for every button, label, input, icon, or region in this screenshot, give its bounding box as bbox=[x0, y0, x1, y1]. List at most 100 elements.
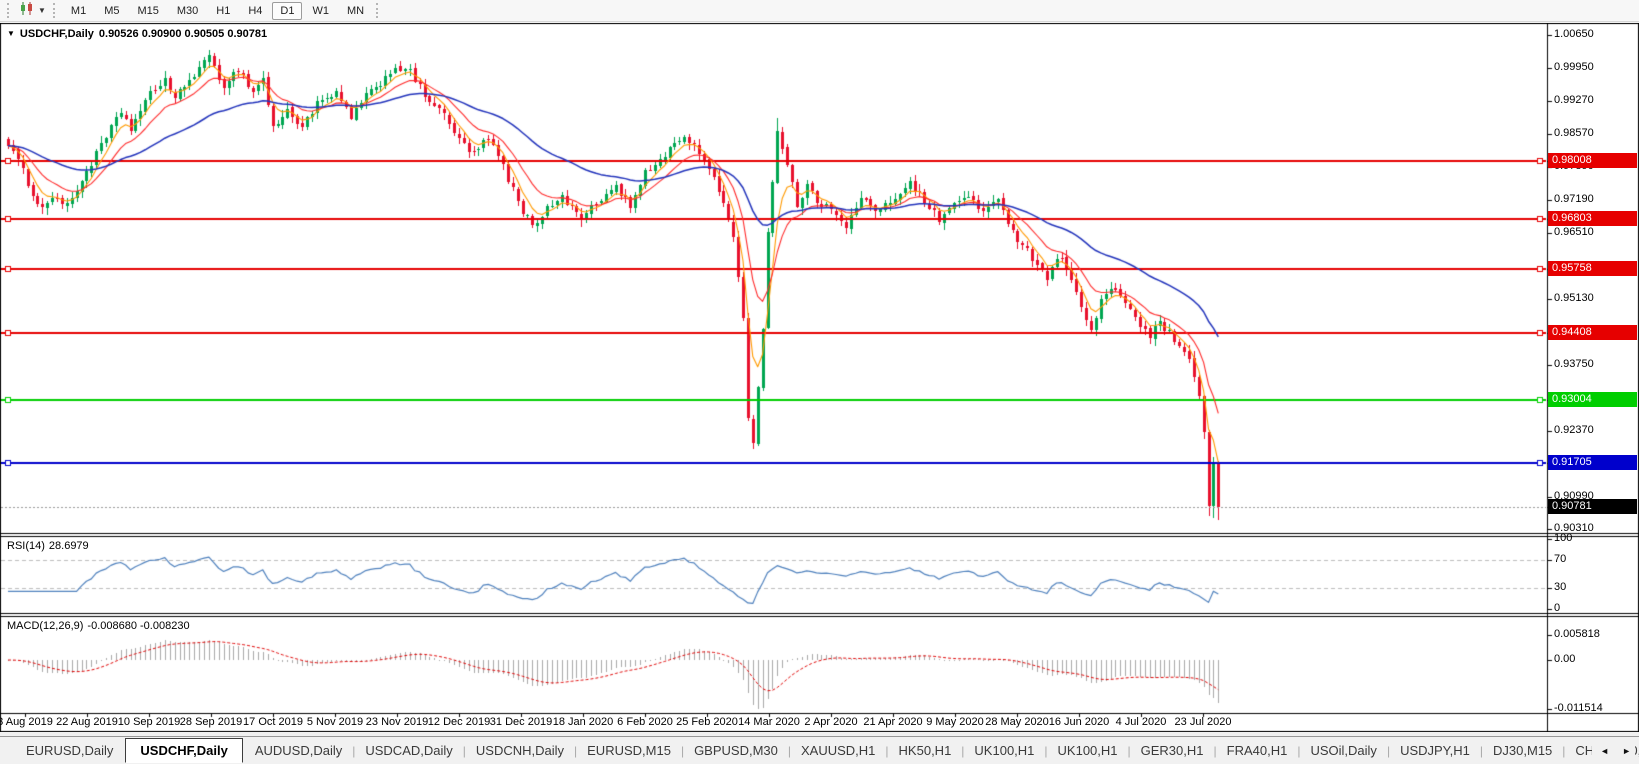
chart-tab-uk100-h1[interactable]: UK100,H1 bbox=[974, 743, 1035, 758]
chevron-down-icon: ▼ bbox=[38, 5, 46, 15]
price-axis-tick-label: 0.99270 bbox=[1554, 94, 1594, 106]
timeframe-button-h4[interactable]: H4 bbox=[248, 4, 263, 17]
tab-separator: | bbox=[1297, 743, 1301, 758]
chart-tab-usdjpy-h1[interactable]: USDJPY,H1 bbox=[1400, 743, 1470, 758]
date-axis-label: 16 Jun 2020 bbox=[1048, 716, 1110, 728]
chart-ohlc-values: 0.90526 0.90900 0.90505 0.90781 bbox=[98, 28, 268, 40]
date-axis-label: 17 Oct 2019 bbox=[243, 716, 303, 728]
toolbar-grip-handle[interactable] bbox=[7, 3, 10, 18]
tab-separator: | bbox=[1127, 743, 1131, 758]
rsi-axis-tick-label: 100 bbox=[1554, 532, 1573, 544]
chart-tab-hk50-h1[interactable]: HK50,H1 bbox=[898, 743, 952, 758]
tab-scroll-left-icon[interactable]: ◄ bbox=[1600, 746, 1610, 756]
timeframe-toolbar: ▼ M1 M5 M15 M30 H1 H4 D1 W1 MN bbox=[0, 0, 1639, 22]
date-axis-label: 21 Apr 2020 bbox=[863, 716, 923, 728]
price-axis-tick-label: 0.90310 bbox=[1554, 522, 1594, 534]
chart-tab-usdcnh-daily[interactable]: USDCNH,Daily bbox=[475, 743, 565, 758]
tab-scroll-right-icon[interactable]: ► bbox=[1622, 746, 1631, 756]
chart-tabs: EURUSD,Daily USDCHF,Daily AUDUSD,Daily | USD… bbox=[16, 738, 1639, 763]
chart-tab-eurusd-daily[interactable]: EURUSD,Daily bbox=[26, 743, 114, 758]
timeframe-button-h1[interactable]: H1 bbox=[216, 4, 231, 17]
tab-separator: | bbox=[787, 743, 791, 758]
price-level-badge: 0.96803 bbox=[1548, 211, 1637, 226]
tab-scroll-controls: ◄ ► bbox=[1592, 737, 1635, 764]
date-axis-label: 23 Jul 2020 bbox=[1174, 716, 1232, 728]
collapse-indicator-icon[interactable]: ▼ bbox=[7, 29, 15, 38]
price-chart-canvas[interactable] bbox=[0, 23, 1639, 732]
tab-separator: | bbox=[462, 743, 466, 758]
candlestick-chart-icon bbox=[20, 1, 35, 20]
price-axis-tick-label: 0.99950 bbox=[1554, 61, 1594, 73]
date-axis-label: 14 Mar 2020 bbox=[738, 716, 800, 728]
chart-tab-dj30-m15[interactable]: DJ30,M15 bbox=[1493, 743, 1553, 758]
timeframe-button-m30[interactable]: M30 bbox=[176, 4, 199, 17]
date-axis-label: 6 Feb 2020 bbox=[617, 716, 673, 728]
timeframe-button-m15[interactable]: M15 bbox=[137, 4, 159, 17]
chart-tab-xauusd-h1[interactable]: XAUUSD,H1 bbox=[801, 743, 876, 758]
chart-title: ▼ USDCHF,Daily 0.90526 0.90900 0.90505 0… bbox=[7, 28, 267, 40]
timeframe-button-mn[interactable]: MN bbox=[346, 4, 365, 17]
date-axis-label: 12 Dec 2019 bbox=[427, 716, 491, 728]
macd-axis-tick-label: -0.011514 bbox=[1554, 702, 1603, 714]
date-axis-label: 28 Sep 2019 bbox=[179, 716, 243, 728]
chart-tab-uk100-h1[interactable]: UK100,H1 bbox=[1057, 743, 1118, 758]
chart-tab-eurusd-m15[interactable]: EURUSD,M15 bbox=[587, 743, 671, 758]
date-axis-label: 22 Aug 2019 bbox=[56, 716, 118, 728]
macd-values: -0.008680 -0.008230 bbox=[87, 620, 190, 632]
date-axis-label: 5 Nov 2019 bbox=[306, 716, 364, 728]
timeframe-buttons: M1 M5 M15 M30 H1 H4 D1 W1 MN bbox=[62, 1, 373, 20]
rsi-axis-tick-label: 70 bbox=[1554, 553, 1567, 565]
price-axis-tick-label: 1.00650 bbox=[1554, 28, 1594, 40]
price-axis-tick-label: 0.97190 bbox=[1554, 193, 1594, 205]
tab-separator: | bbox=[680, 743, 685, 758]
chart-tab-usoil-daily[interactable]: USOil,Daily bbox=[1310, 743, 1377, 758]
toolbar-grip-handle[interactable] bbox=[52, 3, 56, 18]
tab-separator: | bbox=[885, 743, 889, 758]
date-axis-label: 10 Sep 2019 bbox=[117, 716, 181, 728]
tab-separator: | bbox=[1562, 743, 1566, 758]
chart-symbol-label: USDCHF,Daily bbox=[19, 28, 94, 40]
price-axis-tick-label: 0.93750 bbox=[1554, 358, 1594, 370]
date-axis-label: 9 May 2020 bbox=[926, 716, 984, 728]
tab-separator: | bbox=[1213, 743, 1217, 758]
price-level-badge: 0.91705 bbox=[1548, 455, 1637, 470]
chart-tab-audusd-daily[interactable]: AUDUSD,Daily bbox=[254, 743, 343, 758]
date-axis-label: 31 Dec 2019 bbox=[489, 716, 553, 728]
chart-tab-gbpusd-m30[interactable]: GBPUSD,M30 bbox=[694, 743, 778, 758]
current-price-badge: 0.90781 bbox=[1548, 499, 1637, 514]
chart-tab-ger30-h1[interactable]: GER30,H1 bbox=[1140, 743, 1204, 758]
rsi-axis-tick-label: 0 bbox=[1554, 602, 1561, 614]
price-axis-tick-label: 0.96510 bbox=[1554, 226, 1594, 238]
rsi-name: RSI(14) bbox=[7, 540, 45, 552]
chart-tab-usdcad-daily[interactable]: USDCAD,Daily bbox=[365, 743, 453, 758]
chart-tab-fra40-h1[interactable]: FRA40,H1 bbox=[1226, 743, 1288, 758]
macd-axis-tick-label: 0.00 bbox=[1554, 653, 1576, 665]
macd-name: MACD(12,26,9) bbox=[7, 620, 84, 632]
price-axis-tick-label: 0.95130 bbox=[1554, 292, 1594, 304]
rsi-indicator-label: RSI(14) 28.6979 bbox=[7, 540, 89, 552]
price-level-badge: 0.95758 bbox=[1548, 261, 1637, 276]
date-axis-label: 25 Feb 2020 bbox=[676, 716, 738, 728]
timeframe-button-w1[interactable]: W1 bbox=[312, 4, 329, 17]
date-axis-label: 23 Nov 2019 bbox=[365, 716, 429, 728]
tab-bar: EURUSD,Daily USDCHF,Daily AUDUSD,Daily | USD… bbox=[0, 736, 1639, 764]
macd-axis-tick-label: 0.005818 bbox=[1554, 628, 1600, 640]
toolbar-grip-handle[interactable] bbox=[376, 3, 379, 18]
timeframe-button-d1[interactable]: D1 bbox=[272, 1, 303, 20]
chart-tab-usdchf-daily[interactable]: USDCHF,Daily bbox=[125, 738, 243, 763]
date-axis-label: 2 Apr 2020 bbox=[804, 716, 858, 728]
price-level-badge: 0.94408 bbox=[1548, 325, 1637, 340]
rsi-value: 28.6979 bbox=[48, 540, 89, 552]
timeframe-button-m5[interactable]: M5 bbox=[104, 4, 120, 17]
tab-separator: | bbox=[1386, 743, 1391, 758]
chart-mode-button[interactable]: ▼ bbox=[16, 1, 50, 21]
price-axis-tick-label: 0.98570 bbox=[1554, 127, 1594, 139]
tab-separator: | bbox=[574, 743, 578, 758]
timeframe-button-m1[interactable]: M1 bbox=[70, 4, 87, 17]
price-level-badge: 0.93004 bbox=[1548, 392, 1637, 407]
tab-separator: | bbox=[1044, 743, 1048, 758]
tab-separator: | bbox=[1479, 743, 1484, 758]
date-axis-label: 4 Jul 2020 bbox=[1115, 716, 1167, 728]
date-axis-label: 18 Jan 2020 bbox=[552, 716, 614, 728]
